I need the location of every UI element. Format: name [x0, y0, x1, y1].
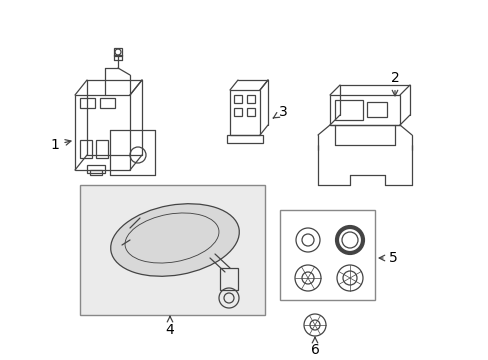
Bar	[246, 95, 254, 103]
Ellipse shape	[110, 204, 239, 276]
Bar	[80, 98, 95, 108]
Text: 1: 1	[50, 138, 71, 152]
Bar	[234, 108, 242, 116]
Bar	[234, 95, 242, 103]
Bar	[96, 140, 108, 158]
Bar	[329, 95, 399, 125]
Bar	[75, 95, 130, 170]
Bar	[80, 185, 264, 315]
Bar	[280, 210, 374, 300]
Bar	[90, 170, 102, 175]
Text: 2: 2	[390, 71, 399, 96]
Bar	[246, 108, 254, 116]
Bar	[100, 98, 115, 108]
Text: 5: 5	[378, 251, 397, 265]
Text: 3: 3	[273, 105, 287, 119]
Bar	[80, 140, 92, 158]
Bar	[334, 100, 362, 120]
Bar	[366, 102, 386, 117]
Bar	[226, 135, 263, 143]
Text: 4: 4	[165, 316, 174, 337]
Bar	[87, 165, 105, 173]
Bar	[114, 48, 122, 56]
Text: 6: 6	[310, 337, 319, 357]
Bar	[220, 268, 238, 290]
Bar	[229, 90, 260, 135]
